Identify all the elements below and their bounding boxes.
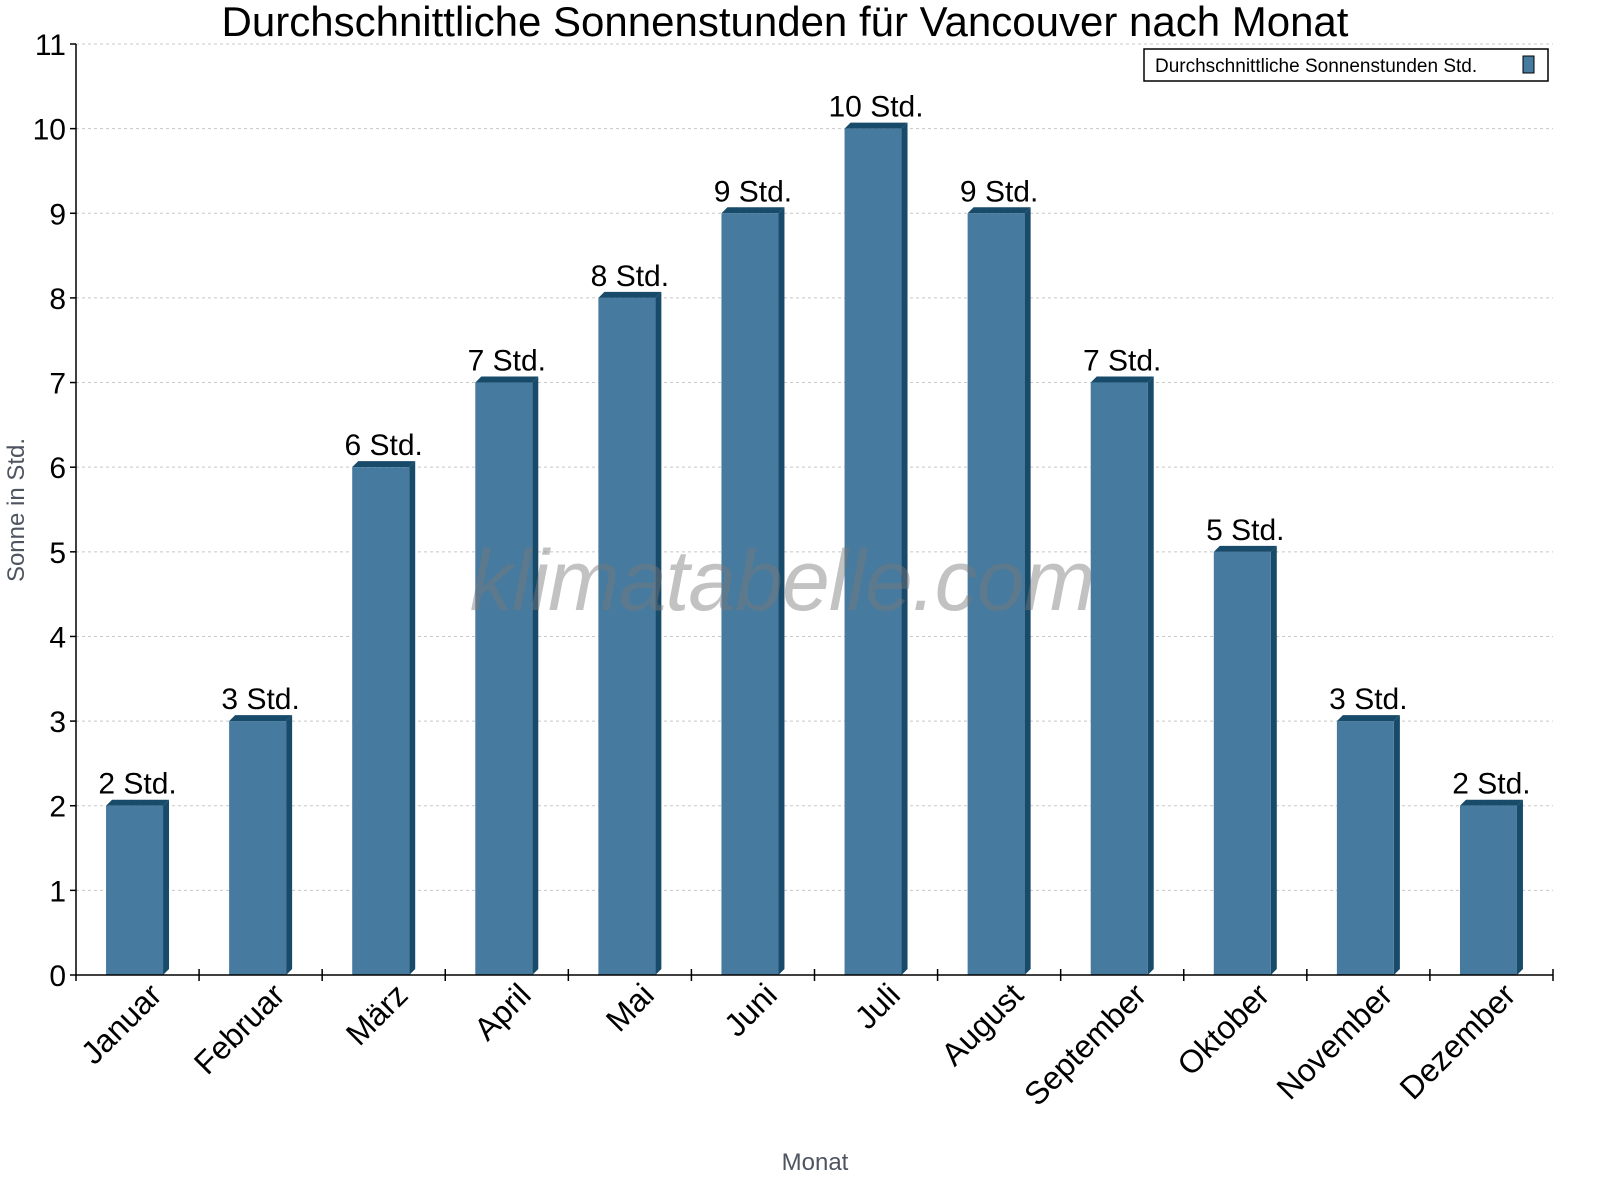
y-tick-label: 1 [49,875,66,908]
value-label: 5 Std. [1206,514,1284,547]
bar-side [1516,799,1523,975]
x-tick-label: Juni [717,976,784,1043]
bar-side [1393,715,1400,975]
bar-series [106,122,1523,976]
value-label: 2 Std. [1452,768,1530,801]
x-tick-label: Oktober [1170,976,1276,1082]
y-axis-title: Sonne in Std. [3,438,30,582]
bar-front [352,467,410,975]
bar-mai [598,291,662,976]
legend: Durchschnittliche Sonnenstunden Std. [1143,48,1549,82]
x-tick-label: Mai [599,976,661,1038]
bar-januar [106,799,170,975]
bar-front [598,297,656,976]
y-tick-label: 7 [49,368,66,401]
y-tick-label: 4 [49,621,66,654]
bar-front [106,805,164,975]
value-label: 6 Std. [345,429,423,462]
bar-märz [352,461,416,975]
x-tick-label: Juli [848,976,907,1035]
y-tick-label: 6 [49,452,66,485]
bar-dezember [1459,799,1523,975]
x-tick-label: November [1269,976,1399,1106]
y-tick-label: 5 [49,537,66,570]
x-tick-label: September [1017,976,1153,1112]
value-labels: 2 Std. 3 Std. 6 Std. 7 Std. 8 Std. 9 Std. 10 S… [98,91,1530,801]
bar-top [229,715,293,722]
x-axis-ticks: Januar Februar März April Mai Juni Juli AugustS… [74,969,1554,1113]
legend-box [1143,48,1549,82]
bar-top [1336,715,1400,722]
value-label: 7 Std. [468,345,546,378]
legend-label: Durchschnittliche Sonnenstunden Std. [1155,56,1477,77]
bar-front [1090,382,1148,976]
x-tick-label: August [934,976,1030,1072]
y-tick-label: 9 [49,198,66,231]
chart-title: Durchschnittliche Sonnenstunden für Vanc… [222,0,1349,45]
bar-front [844,128,902,976]
bar-side [163,799,170,975]
bar-top [1459,799,1523,806]
bar-front [475,382,533,976]
bar-august [967,207,1031,976]
y-tick-label: 3 [49,706,66,739]
bar-side [655,291,662,976]
value-label: 9 Std. [960,175,1038,208]
bar-juni [721,207,785,976]
bar-front [1213,551,1271,975]
value-label: 9 Std. [714,175,792,208]
bar-februar [229,715,293,975]
bar-november [1336,715,1400,975]
bar-side [1270,545,1277,975]
bar-top [106,799,170,806]
gridlines [76,43,1553,891]
watermark: klimatabelle.com [470,533,1094,629]
bar-top [1090,376,1154,383]
bar-front [1336,721,1394,975]
bar-top [721,207,785,214]
y-tick-label: 8 [49,283,66,316]
bar-top [844,122,908,129]
x-tick-label: März [339,976,415,1052]
bar-front [1459,805,1517,975]
value-label: 10 Std. [829,91,924,124]
y-tick-label: 0 [49,960,66,993]
value-label: 8 Std. [591,260,669,293]
value-label: 2 Std. [98,768,176,801]
value-label: 3 Std. [221,683,299,716]
bar-front [721,213,779,976]
bar-september [1090,376,1154,976]
bar-front [967,213,1025,976]
bar-top [598,291,662,298]
y-tick-label: 2 [49,791,66,824]
bar-side [778,207,785,976]
bar-juli [844,122,908,976]
y-tick-label: 11 [35,29,66,62]
bar-side [409,461,416,975]
value-label: 3 Std. [1329,683,1407,716]
x-tick-label: April [467,976,538,1047]
bar-side [1147,376,1154,976]
bar-side [901,122,908,976]
y-axis-ticks: 0 1 2 3 4 5 6 7 8 9 10 11 [33,29,76,993]
x-tick-label: Dezember [1393,976,1523,1106]
bar-april [475,376,539,976]
bar-side [286,715,293,975]
value-label: 7 Std. [1083,345,1161,378]
bar-front [229,721,287,975]
x-axis-title: Monat [782,1149,849,1176]
bar-side [532,376,539,976]
bar-top [967,207,1031,214]
bar-top [1213,545,1277,552]
x-tick-label: Januar [74,976,169,1071]
x-tick-label: Februar [187,976,292,1081]
bar-oktober [1213,545,1277,975]
bar-side [1024,207,1031,976]
bar-top [475,376,539,383]
y-tick-label: 10 [33,114,66,147]
bar-top [352,461,416,468]
legend-swatch [1522,55,1535,74]
axes [75,44,1553,981]
